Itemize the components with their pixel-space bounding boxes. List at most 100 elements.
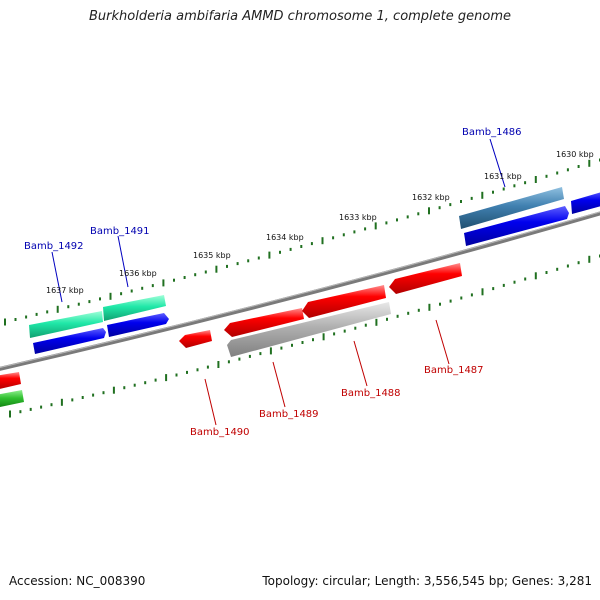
gene-bamb-1487-cds[interactable] [389,263,462,294]
minor-tick [545,174,548,178]
minor-tick [19,410,22,414]
tick-label: 1630 kbp [556,150,594,159]
gene-left-edge-feature[interactable] [0,390,24,408]
tick-label: 1631 kbp [484,172,522,181]
major-tick [321,237,324,245]
gene-bamb-1490-cds[interactable] [179,330,212,348]
tick-label: 1635 kbp [193,251,231,260]
minor-tick [353,230,356,234]
minor-tick [183,276,186,279]
gene-bamb-1491-cds[interactable] [107,313,169,337]
gene-bamb-1486-cds[interactable] [464,206,569,246]
gene-label-bamb-1486[interactable]: Bamb_1486 [462,127,522,138]
minor-tick [332,236,335,240]
minor-tick [40,405,43,409]
gene-label-bamb-1491[interactable]: Bamb_1491 [90,226,150,237]
minor-tick [280,346,283,350]
minor-tick [301,341,304,344]
gene-bamb-1492-feature[interactable] [29,311,103,338]
gene-bamb-1488-feature[interactable] [227,302,391,357]
minor-tick [14,318,17,321]
minor-tick [439,302,441,306]
minor-tick [513,184,516,188]
gene-label-bamb-1490[interactable]: Bamb_1490 [190,427,250,438]
gene-label-bamb-1492[interactable]: Bamb_1492 [24,241,84,252]
major-tick [322,333,325,341]
minor-tick [120,292,123,296]
major-tick [112,386,115,394]
minor-tick [333,332,336,336]
minor-tick [92,393,95,397]
chromosome-backbone [0,211,600,371]
gene-left-edge-cds[interactable] [0,372,21,390]
minor-tick [310,242,313,246]
minor-tick [279,250,281,254]
minor-tick [259,352,262,356]
minor-tick [130,289,133,293]
tick-labels: 1630 kbp 1631 kbp 1632 kbp 1633 kbp 1634… [46,150,594,295]
label-leaders [51,138,506,426]
minor-tick [196,368,199,372]
minor-tick [29,407,32,411]
minor-tick [385,221,388,225]
minor-tick [46,310,49,314]
tick-label: 1633 kbp [339,213,377,222]
major-tick [4,318,6,326]
major-tick [109,292,112,300]
gene-label-bamb-1489[interactable]: Bamb_1489 [259,409,319,420]
minor-tick [354,326,357,330]
minor-tick [289,247,292,251]
major-tick [268,251,271,259]
minor-tick [449,203,452,207]
gene-bamb-1486-feature[interactable] [459,187,564,229]
minor-tick [175,373,178,377]
gene-label-bamb-1487[interactable]: Bamb_1487 [424,365,484,376]
forward-strand-genes [29,187,600,354]
minor-tick [123,386,126,390]
minor-tick [133,383,136,387]
minor-tick [141,286,144,290]
gene-labels: Bamb_1486 Bamb_1487 Bamb_1488 Bamb_1489 … [24,127,522,438]
minor-tick [502,283,505,287]
genome-title: Burkholderia ambifaria AMMD chromosome 1… [88,9,512,24]
gene-right-edge-cds[interactable] [571,191,600,214]
major-tick [588,255,591,263]
minor-tick [577,261,580,265]
gene-label-bamb-1488[interactable]: Bamb_1488 [341,388,401,399]
minor-tick [470,293,473,297]
minor-tick [312,338,314,342]
minor-tick [406,215,409,219]
major-tick [534,176,537,183]
minor-tick [470,196,473,200]
minor-tick [81,396,84,399]
minor-tick [291,343,293,347]
inner-tick-track [9,254,600,418]
gene-bamb-1489-cds[interactable] [224,308,304,337]
minor-tick [300,245,303,248]
minor-tick [556,171,559,175]
minor-tick [67,305,70,309]
minor-tick [524,181,527,185]
minor-tick [364,227,367,231]
gene-bamb-1488-cds[interactable] [302,285,386,318]
minor-tick [524,277,527,281]
minor-tick [154,378,157,382]
gene-bamb-1492-cds[interactable] [33,328,106,354]
major-tick [56,305,59,313]
minor-tick [25,315,28,319]
minor-tick [556,267,559,271]
minor-tick [492,287,495,291]
major-tick [588,159,591,167]
gene-bamb-1491-feature[interactable] [103,295,166,321]
minor-tick [396,314,399,318]
minor-tick [257,256,260,260]
minor-tick [502,187,505,191]
minor-tick [204,270,207,274]
minor-tick [417,308,420,312]
minor-tick [173,278,175,282]
major-tick [215,265,218,273]
minor-tick [238,357,241,361]
minor-tick [407,311,410,315]
major-tick [162,279,165,287]
